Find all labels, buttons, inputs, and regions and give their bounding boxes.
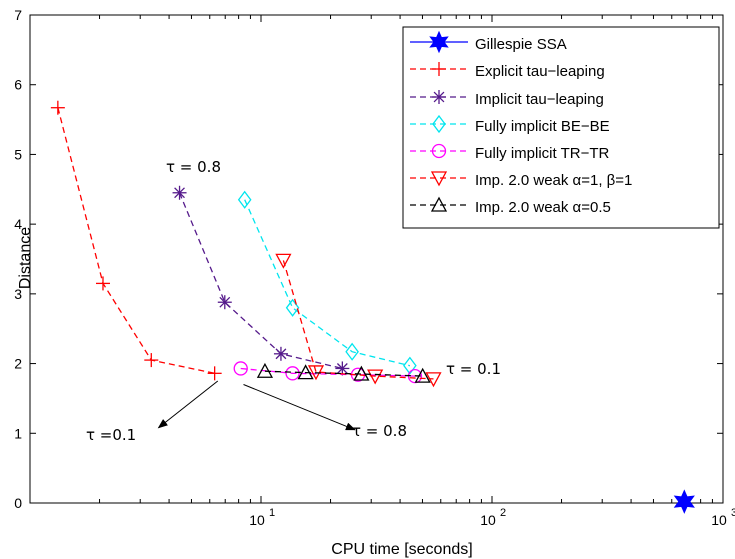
legend-marker-5: [430, 171, 448, 187]
annotation-arrow-3: [243, 384, 356, 431]
y-tick-label: 2: [14, 356, 22, 372]
legend-marker-3: [432, 114, 446, 134]
legend-marker-6-shape: [430, 196, 448, 212]
series-line-1: [57, 107, 215, 374]
data-point-series-0: [673, 489, 695, 514]
data-point-series-3: [285, 298, 300, 317]
series-2: [172, 185, 350, 376]
x-tick-label: 10: [249, 512, 265, 528]
data-point-series-3-shape: [237, 190, 252, 209]
data-point-series-2-ray: [336, 363, 348, 374]
legend-label-imp2-a05: Imp. 2.0 weak α=0.5: [475, 199, 611, 216]
legend: Gillespie SSA Explicit tau−leaping Impli…: [402, 26, 720, 229]
data-point-series-1: [144, 353, 159, 368]
legend-marker-0-shape: [429, 30, 449, 54]
series-line-4: [240, 367, 416, 377]
y-tick-label: 0: [14, 495, 22, 511]
series-1: [50, 100, 222, 381]
legend-marker-6: [430, 196, 448, 212]
series-line-3: [244, 199, 411, 367]
data-point-series-1: [50, 100, 65, 115]
y-axis-label: Distance: [17, 227, 34, 289]
data-point-series-4-shape: [233, 361, 248, 376]
data-point-series-3: [345, 342, 359, 361]
legend-marker-4: [431, 143, 447, 159]
data-point-series-2: [217, 295, 232, 310]
series-6: [256, 362, 431, 383]
data-point-series-6: [297, 364, 314, 380]
legend-label-imp2-a1-b1: Imp. 2.0 weak α=1, β=1: [475, 172, 632, 189]
legend-marker-2: [432, 90, 446, 104]
data-point-series-6: [256, 362, 274, 378]
legend-marker-0: [429, 30, 449, 54]
data-point-series-3-shape: [345, 342, 359, 361]
data-point-series-6: [414, 367, 431, 383]
x-tick-exponent: 1: [269, 507, 275, 519]
y-tick-label: 1: [14, 425, 22, 441]
legend-label-tr-tr: Fully implicit TR−TR: [475, 145, 609, 162]
x-tick-exponent: 3: [731, 507, 735, 519]
x-tick-exponent: 2: [500, 507, 506, 519]
y-tick-label: 5: [14, 146, 22, 162]
data-point-series-5: [425, 372, 442, 388]
data-point-series-4-shape: [285, 366, 300, 381]
series-3: [237, 190, 417, 375]
y-tick-label: 7: [14, 7, 22, 23]
legend-label-be-be: Fully implicit BE−BE: [475, 118, 610, 135]
data-point-series-2-ray: [174, 187, 185, 199]
data-point-series-1: [207, 366, 222, 381]
data-point-series-3: [237, 190, 252, 209]
data-point-series-5-shape: [425, 372, 442, 388]
legend-label-implicit-tau: Implicit tau−leaping: [475, 91, 604, 108]
data-point-series-5-shape: [275, 253, 292, 269]
data-point-series-2: [172, 185, 187, 200]
legend-marker-2-ray: [433, 91, 445, 103]
data-point-series-2: [273, 346, 288, 361]
data-point-series-5: [275, 253, 292, 269]
data-point-series-1: [95, 276, 110, 291]
data-point-series-5-shape: [367, 369, 384, 385]
y-tick-label: 6: [14, 77, 22, 93]
series-0: [673, 489, 695, 514]
data-point-series-0-shape: [673, 489, 695, 514]
data-point-series-2-ray: [219, 296, 231, 308]
data-point-series-5: [367, 369, 384, 385]
data-point-series-3: [403, 356, 417, 375]
legend-marker-5-shape: [430, 171, 448, 187]
annotation-tau-0-1-bottom-left: τ =0.1: [86, 426, 136, 444]
annotation-arrow-2: [157, 380, 219, 429]
series-line-6: [264, 370, 423, 377]
legend-marker-1: [432, 62, 446, 76]
data-point-series-6-shape: [414, 367, 431, 383]
annotation-tau-0-8-top: τ = 0.8: [166, 158, 221, 176]
data-point-series-2-ray: [275, 348, 287, 360]
annotation-tau-0-8-bottom: τ = 0.8: [352, 422, 407, 440]
annotation-tau-0-1-right: τ = 0.1: [446, 360, 501, 378]
data-point-series-2: [335, 361, 350, 376]
data-point-series-3-shape: [285, 298, 300, 317]
legend-label-explicit-tau: Explicit tau−leaping: [475, 63, 605, 80]
plot-frame: [29, 14, 724, 504]
data-point-series-6-shape: [353, 365, 370, 381]
legend-marker-3-shape: [432, 114, 446, 134]
y-tick-label: 4: [14, 216, 22, 232]
data-point-series-6-shape: [297, 364, 314, 380]
plot-layer: 0 1 2 3 4 5 6 7 10 1 10 2 10 3: [14, 7, 735, 528]
data-point-series-6-shape: [256, 362, 274, 378]
legend-marker-4-shape: [431, 143, 447, 159]
legend-label-gillespie: Gillespie SSA: [475, 36, 567, 53]
x-tick-label: 10: [480, 512, 496, 528]
x-tick-label: 10: [711, 512, 727, 528]
data-point-series-3-shape: [403, 356, 417, 375]
legend-box: [402, 26, 720, 229]
x-axis-label: CPU time [seconds]: [331, 541, 472, 558]
data-point-series-4: [233, 361, 248, 376]
data-point-series-6: [353, 365, 370, 381]
y-tick-label: 3: [14, 286, 22, 302]
data-point-series-4: [285, 366, 300, 381]
